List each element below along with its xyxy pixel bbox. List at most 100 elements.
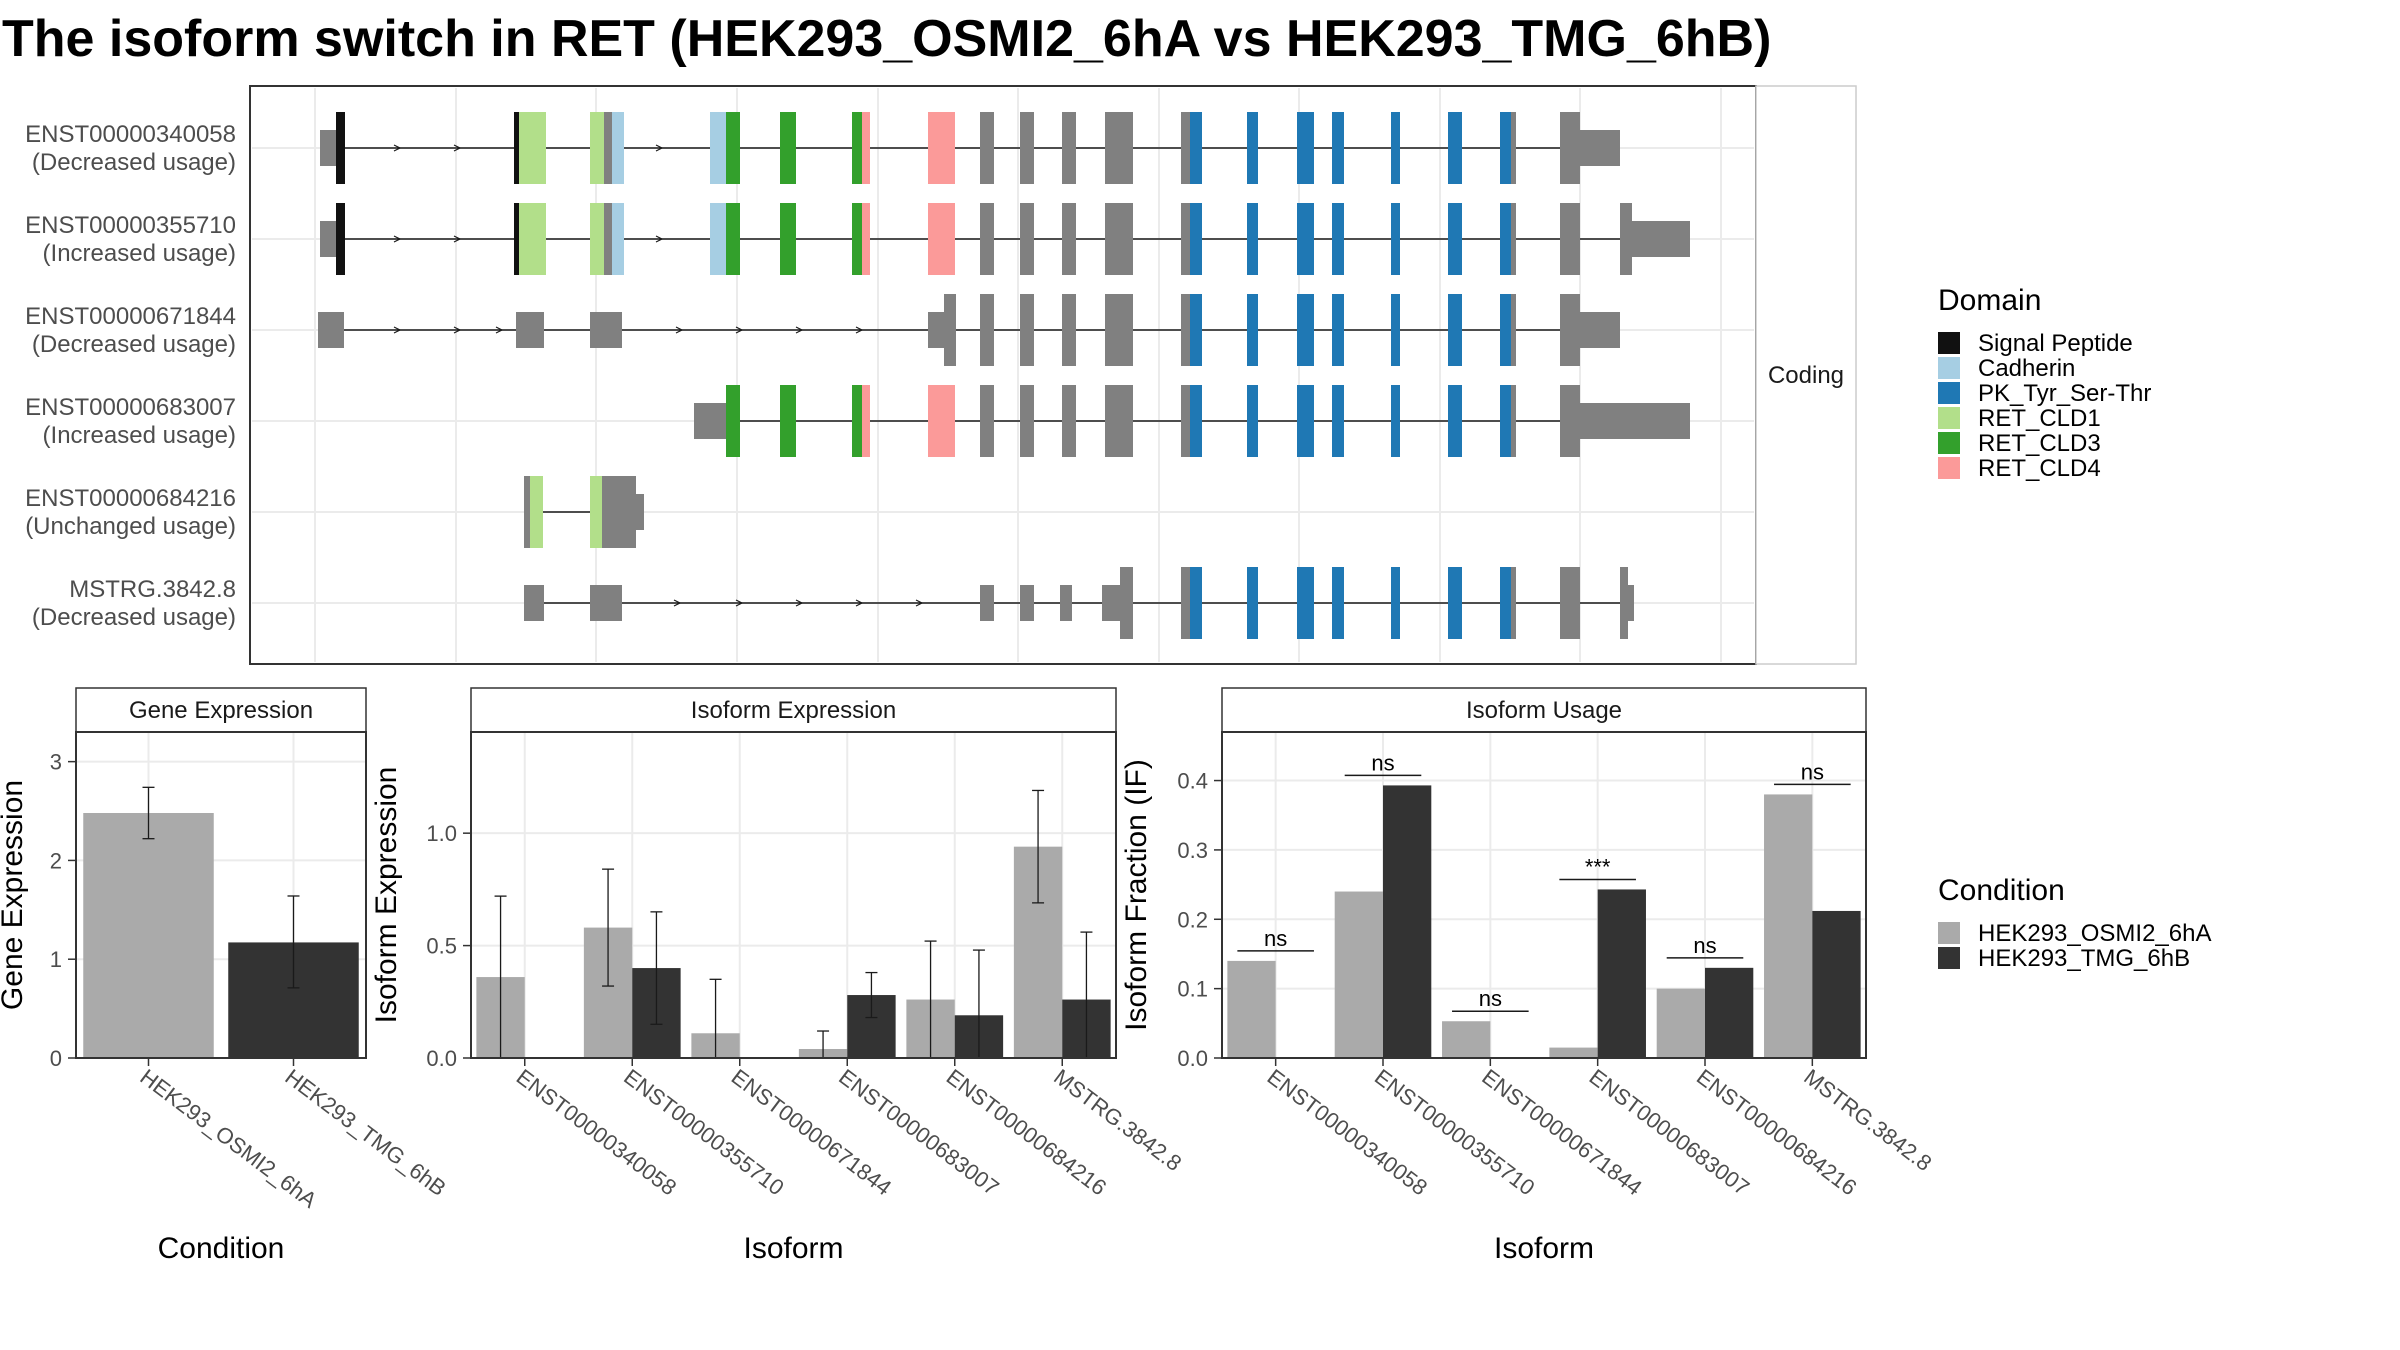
coding-exon [1105,385,1133,457]
y-tick-label: 0.4 [1177,769,1208,794]
domain-ret-cld3 [852,203,862,275]
bar [1334,891,1383,1058]
direction-arrow [795,326,804,334]
coding-exon [1511,112,1516,184]
domain-pk-tyr-ser-thr [1448,385,1462,457]
direction-arrow [453,144,462,152]
condition-legend-label: HEK293_TMG_6hB [1978,945,2190,972]
domain-ret-cld4 [928,385,955,457]
domain-pk-tyr-ser-thr [1247,294,1258,366]
transcript-id: ENST00000355710 [25,212,236,239]
coding-exon [1105,112,1133,184]
transcript-usage: (Decreased usage) [32,331,236,358]
direction-arrow [915,599,924,607]
y-axis-title: Isoform Fraction (IF) [1120,759,1153,1031]
utr-exon [1632,221,1690,257]
transcript-id: ENST00000683007 [25,394,236,421]
domain-pk-tyr-ser-thr [1247,112,1258,184]
coding-exon [1181,203,1190,275]
coding-exon [1062,112,1076,184]
y-tick-label: 0.0 [1177,1046,1208,1071]
isoform-usage-chart: Isoform Usage 0.0 0.1 0.2 0.3 0.4 ns ns ns *** ns n… [1120,687,1936,1265]
domain-ret-cld4 [928,112,955,184]
coding-exon [1020,294,1034,366]
coding-exon [944,294,956,366]
coding-exon [1062,294,1076,366]
significance-label: ns [1693,933,1716,958]
coding-exon [1560,567,1580,639]
coding-exon [1062,203,1076,275]
direction-arrow [655,235,664,243]
domain-ret-cld3 [780,385,796,457]
domain-legend-label: RET_CLD1 [1978,405,2101,432]
domain-ret-cld3 [780,112,796,184]
coding-exon [1181,112,1190,184]
domain-cadherin [710,112,726,184]
coding-exon [1560,385,1580,457]
x-axis-title: Isoform [1494,1232,1594,1265]
y-tick-label: 0.2 [1177,907,1208,932]
utr-exon [1020,585,1034,621]
domain-legend-label: RET_CLD4 [1978,455,2101,482]
domain-legend-swatch [1938,457,1960,479]
significance-label: ns [1371,750,1394,775]
condition-legend-label: HEK293_OSMI2_6hA [1978,920,2211,947]
domain-ret-cld3 [852,385,862,457]
direction-arrow [393,326,402,334]
domain-legend-label: PK_Tyr_Ser-Thr [1978,380,2151,407]
transcript-row [252,476,1754,548]
domain-pk-tyr-ser-thr [1190,112,1202,184]
coding-exon [602,476,636,548]
utr-exon [320,130,336,166]
coding-exon [1020,112,1034,184]
significance-label: *** [1585,854,1611,879]
direction-arrow [393,144,402,152]
direction-arrow [675,326,684,334]
coding-exon [1020,203,1034,275]
facet-strip [1755,85,1857,665]
domain-pk-tyr-ser-thr [1297,203,1314,275]
coding-exon [980,203,994,275]
coding-exon [1181,567,1190,639]
y-tick-label: 0.0 [426,1046,457,1071]
panel-strip [1221,687,1867,733]
domain-pk-tyr-ser-thr [1247,203,1258,275]
domain-legend-swatch [1938,432,1960,454]
domain-ret-cld1 [530,476,543,548]
utr-exon [320,221,336,257]
domain-legend-swatch [1938,357,1960,379]
transcript-usage: (Increased usage) [43,422,236,449]
direction-arrow [655,144,664,152]
utr-exon [1060,585,1072,621]
domain-ret-cld1 [590,476,602,548]
transcript-row [252,203,1754,275]
bar [1705,967,1754,1058]
transcript-usage: (Decreased usage) [32,604,236,631]
y-tick-label: 1 [50,947,62,972]
domain-pk-tyr-ser-thr [1332,567,1344,639]
transcript-id: MSTRG.3842.8 [69,576,236,603]
utr-exon [1102,585,1120,621]
bar [83,813,214,1058]
bar [1812,910,1861,1058]
structure-panel-background [250,86,1756,664]
domain-ret-cld4 [862,112,870,184]
coding-exon [1511,567,1516,639]
domain-legend-swatch [1938,382,1960,404]
utr-exon [1580,130,1620,166]
direction-arrow [735,599,744,607]
domain-pk-tyr-ser-thr [1332,385,1344,457]
domain-pk-tyr-ser-thr [1190,567,1202,639]
transcript-rows [252,112,1754,639]
y-tick-label: 0.1 [1177,977,1208,1002]
domain-cadherin [710,203,726,275]
y-tick-label: 2 [50,848,62,873]
domain-ret-cld3 [780,203,796,275]
bar [1383,785,1432,1058]
utr-exon [636,494,644,530]
utr-exon [318,312,344,348]
transcript-usage: (Increased usage) [43,240,236,267]
panel-title: Isoform Usage [1466,697,1622,724]
